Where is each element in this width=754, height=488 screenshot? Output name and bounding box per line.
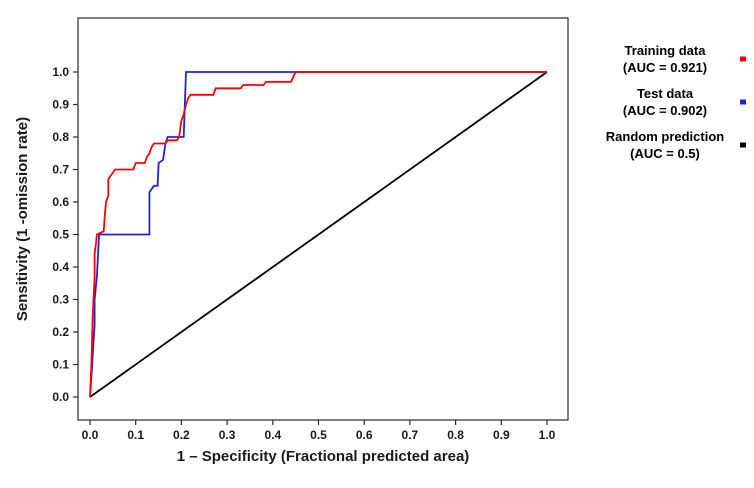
chart-legend: Training data (AUC = 0.921) Test data (A… [592, 42, 750, 171]
x-tick-label: 0.4 [264, 428, 281, 442]
x-tick-label: 0.1 [127, 428, 144, 442]
y-tick-label: 0.8 [52, 130, 69, 144]
random-prediction-marker-icon [740, 142, 746, 148]
y-tick-label: 0.3 [52, 293, 69, 307]
x-tick-label: 0.0 [82, 428, 99, 442]
legend-item-training-data: Training data (AUC = 0.921) [592, 42, 750, 76]
x-tick-label: 0.6 [356, 428, 373, 442]
x-tick-label: 0.3 [219, 428, 236, 442]
y-tick-label: 0.4 [52, 260, 69, 274]
test-data-marker-icon [740, 99, 746, 105]
training-data-curve [89, 71, 547, 398]
legend-label: Training data [624, 43, 706, 58]
legend-auc-value: (AUC = 0.921) [622, 60, 708, 75]
y-tick-label: 0.1 [52, 358, 69, 372]
legend-label: Test data [636, 86, 694, 101]
legend-auc-value: (AUC = 0.5) [630, 146, 700, 161]
x-tick-label: 0.7 [402, 428, 419, 442]
training-data-marker-icon [740, 56, 746, 62]
x-tick-label: 0.8 [447, 428, 464, 442]
y-tick-label: 1.0 [52, 65, 69, 79]
x-tick-label: 0.2 [173, 428, 190, 442]
x-tick-label: 0.9 [493, 428, 510, 442]
y-tick-label: 0.2 [52, 325, 69, 339]
x-tick-label: 0.5 [310, 428, 327, 442]
legend-label: Random prediction [605, 129, 725, 144]
x-tick-label: 1.0 [539, 428, 556, 442]
y-tick-label: 0.7 [52, 163, 69, 177]
y-tick-label: 0.9 [52, 98, 69, 112]
legend-item-test-data: Test data (AUC = 0.902) [592, 85, 750, 119]
y-tick-label: 0.0 [52, 390, 69, 404]
x-axis-title: 1 – Specificity (Fractional predicted ar… [177, 448, 470, 465]
test-data-curve [89, 71, 547, 398]
legend-auc-value: (AUC = 0.902) [622, 103, 708, 118]
random-prediction-curve [89, 71, 548, 398]
y-axis-title: Sensitivity (1 -omission rate) [14, 117, 31, 321]
legend-item-random-prediction: Random prediction (AUC = 0.5) [592, 128, 750, 162]
plot-area [77, 17, 569, 421]
y-tick-label: 0.6 [52, 195, 69, 209]
roc-chart: 0.0 0.1 0.2 0.3 0.4 0.5 0.6 0.7 0.8 0.9 1.0 0.0 0.1 0… [14, 17, 569, 465]
y-tick-label: 0.5 [52, 228, 69, 242]
